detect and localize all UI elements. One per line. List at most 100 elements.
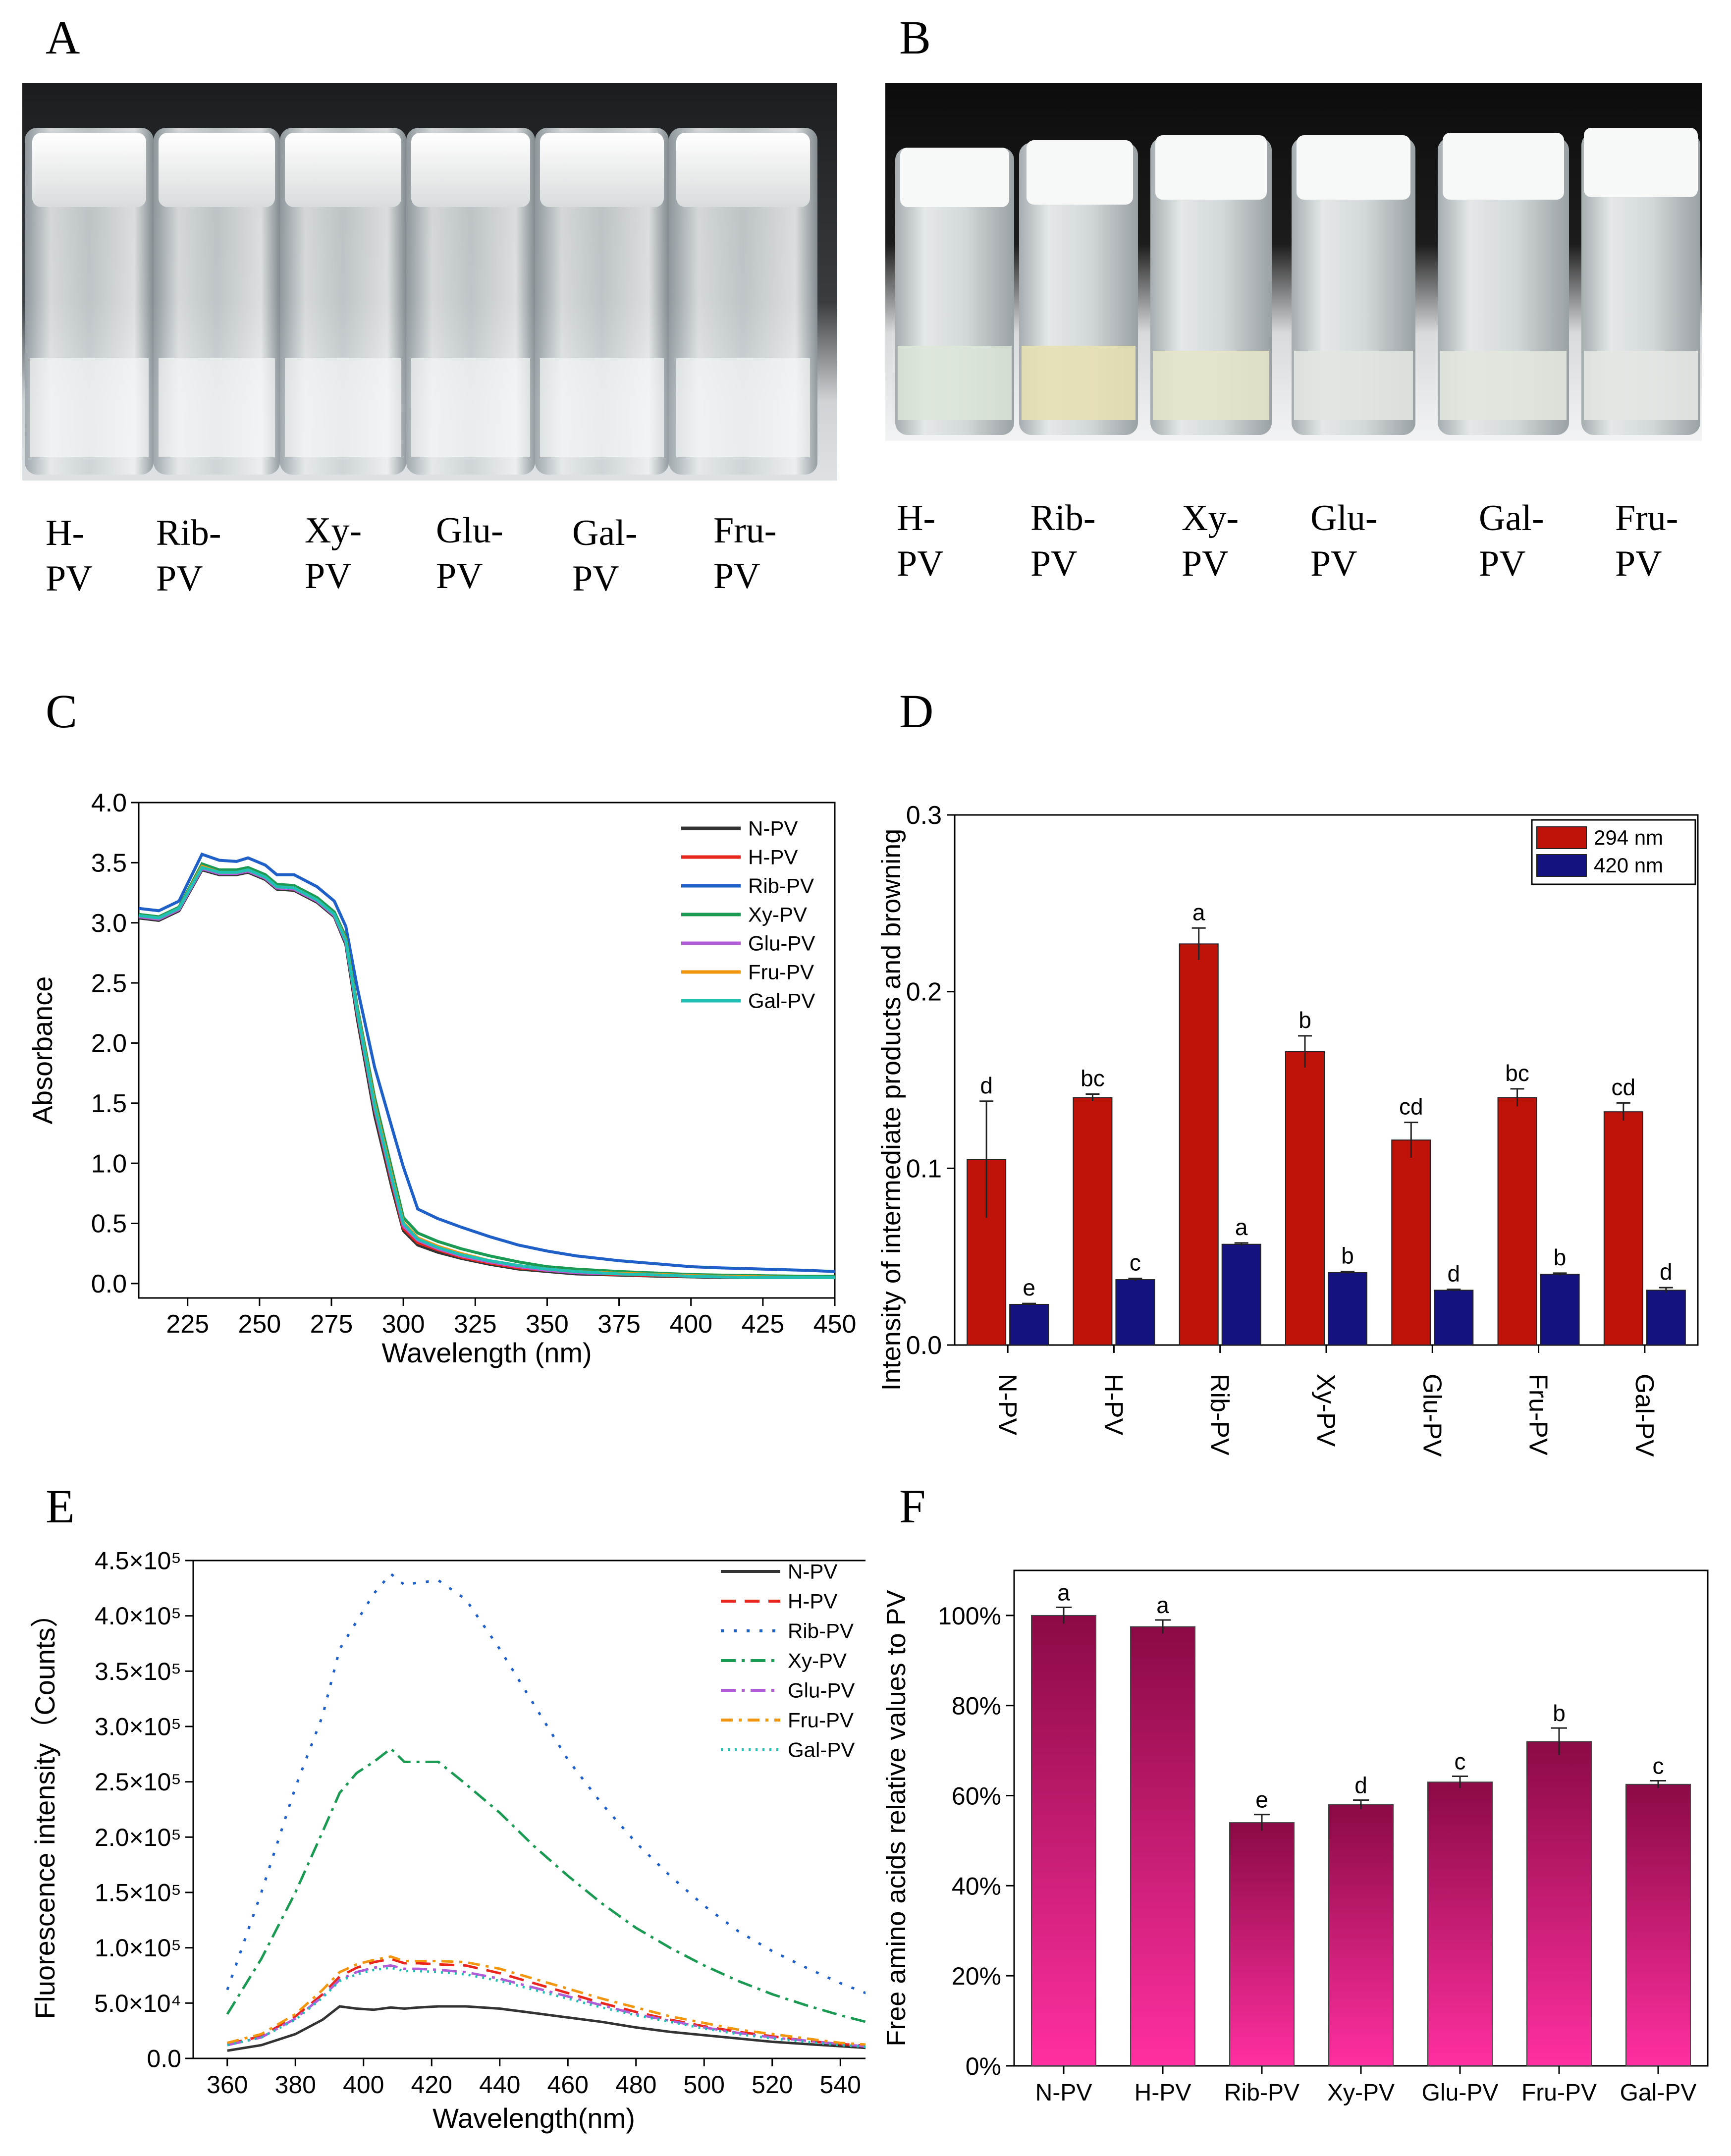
significance-letter: b [1554,1244,1567,1270]
x-tick-label: 375 [597,1310,641,1339]
vial-label-a-2: Rib- PV [156,513,221,599]
legend-label: Fru-PV [788,1709,854,1732]
vial-label-b-3: Xy- PV [1182,498,1239,584]
x-tick-label: N-PV [993,1374,1022,1436]
legend-label: 294 nm [1594,826,1663,849]
bar-free-amino-acids [1625,1783,1691,2066]
bar-free-amino-acids [1328,1804,1394,2066]
y-tick-label: 0.0 [906,1331,942,1360]
x-tick-label: Rib-PV [1224,2080,1299,2106]
legend-label: H-PV [788,1590,837,1613]
bar-free-amino-acids [1031,1615,1096,2066]
legend-label: Rib-PV [748,874,814,898]
bar-420-nm [1540,1274,1580,1346]
y-tick-label: 3.5×10⁵ [95,1658,181,1685]
significance-letter: b [1553,1700,1566,1726]
bar-294-nm [1285,1051,1325,1346]
x-tick-label: Gal-PV [1630,1374,1659,1457]
panel-label-c: C [46,685,78,738]
x-tick-label: 325 [454,1310,497,1339]
legend-swatch [1536,854,1587,877]
vial-b-2 [1019,140,1138,435]
bar-free-amino-acids [1130,1626,1195,2067]
y-tick-label: 80% [952,1692,1001,1720]
series-line-glu-pv [227,1964,866,2048]
vial-label-a-3: Xy- PV [305,510,362,596]
series-line-xy-pv [226,1747,866,2023]
x-tick-label: 275 [310,1310,353,1339]
y-tick-label: 0.3 [906,801,942,830]
vial-a-5 [535,128,669,475]
fluorescence-chart: 360 380 400 420 440 460 480 500 520 540 0.0 5.0×10⁴… [29,1547,866,2134]
x-tick-label: 500 [684,2071,725,2099]
significance-letter: d [1660,1259,1673,1285]
x-tick-label: 420 [411,2071,452,2099]
y-tick-label: 2.0×10⁵ [95,1824,181,1851]
x-tick-label: Xy-PV [1311,1374,1340,1447]
plot-frame [954,814,1699,1346]
bar-420-nm [1221,1243,1261,1346]
x-tick-label: 480 [615,2071,656,2099]
y-tick-label: 2.0 [91,1029,127,1058]
x-tick-label: 400 [669,1310,712,1339]
y-tick-label: 4.0×10⁵ [95,1602,181,1630]
plot-frame [192,1560,866,2059]
bar-420-nm [1115,1279,1155,1346]
significance-letter: a [1235,1214,1248,1240]
series-line-n-pv [227,2005,866,2052]
legend-label: Xy-PV [748,903,807,926]
significance-letter: b [1341,1243,1354,1269]
legend-label: H-PV [748,846,798,869]
significance-letter: bc [1505,1060,1529,1086]
legend-label: Xy-PV [788,1649,847,1672]
x-tick-label: 460 [547,2071,589,2099]
x-tick-label: 540 [820,2071,861,2099]
significance-letter: c [1653,1753,1664,1779]
legend-label: 420 nm [1594,854,1663,877]
y-axis-label: Free amino acids relative values to PV [881,1590,911,2046]
vial-a-1 [25,128,154,475]
y-tick-label: 1.0 [91,1149,127,1178]
x-tick-label: Rib-PV [1205,1374,1234,1455]
y-tick-label: 1.0×10⁵ [95,1934,181,1962]
significance-letter: cd [1399,1094,1423,1120]
significance-letter: d [1447,1261,1460,1287]
vial-b-1 [895,148,1014,435]
vial-label-a-5: Gal- PV [572,513,638,599]
x-tick-label: Glu-PV [1417,1374,1446,1457]
bar-294-nm [1497,1097,1537,1346]
bar-294-nm [1179,943,1219,1346]
significance-letter: e [1023,1275,1035,1300]
significance-letter: e [1255,1787,1268,1813]
significance-letter: b [1298,1007,1311,1033]
x-tick-label: N-PV [1035,2080,1092,2106]
vial-label-a-1: H- PV [46,513,93,599]
vial-label-a-4: Glu- PV [436,510,503,596]
y-tick-label: 3.0×10⁵ [95,1713,181,1741]
vial-label-b-1: H- PV [897,498,944,584]
y-tick-label: 2.5 [91,969,127,998]
series-line-gal-pv [138,865,835,1279]
significance-letter: d [980,1073,993,1098]
bar-294-nm [1603,1111,1643,1346]
significance-letter: a [1057,1580,1070,1606]
x-tick-label: 400 [343,2071,384,2099]
y-tick-label: 0.5 [91,1210,127,1239]
vial-a-4 [406,128,535,475]
significance-letter: c [1455,1748,1466,1774]
significance-letter: bc [1081,1066,1105,1091]
vials-photo-b [885,83,1702,441]
bar-420-nm [1009,1303,1049,1346]
x-tick-label: 300 [382,1310,425,1339]
x-tick-label: 450 [813,1310,857,1339]
significance-letter: a [1192,899,1205,925]
bar-420-nm [1434,1290,1474,1346]
significance-letter: d [1354,1773,1367,1798]
bar-free-amino-acids [1526,1741,1592,2067]
panel-label-f: F [899,1480,926,1533]
panel-label-b: B [899,11,931,64]
series-line-fru-pv [138,864,835,1279]
bar-free-amino-acids [1229,1822,1295,2066]
vial-label-b-2: Rib- PV [1030,498,1096,584]
